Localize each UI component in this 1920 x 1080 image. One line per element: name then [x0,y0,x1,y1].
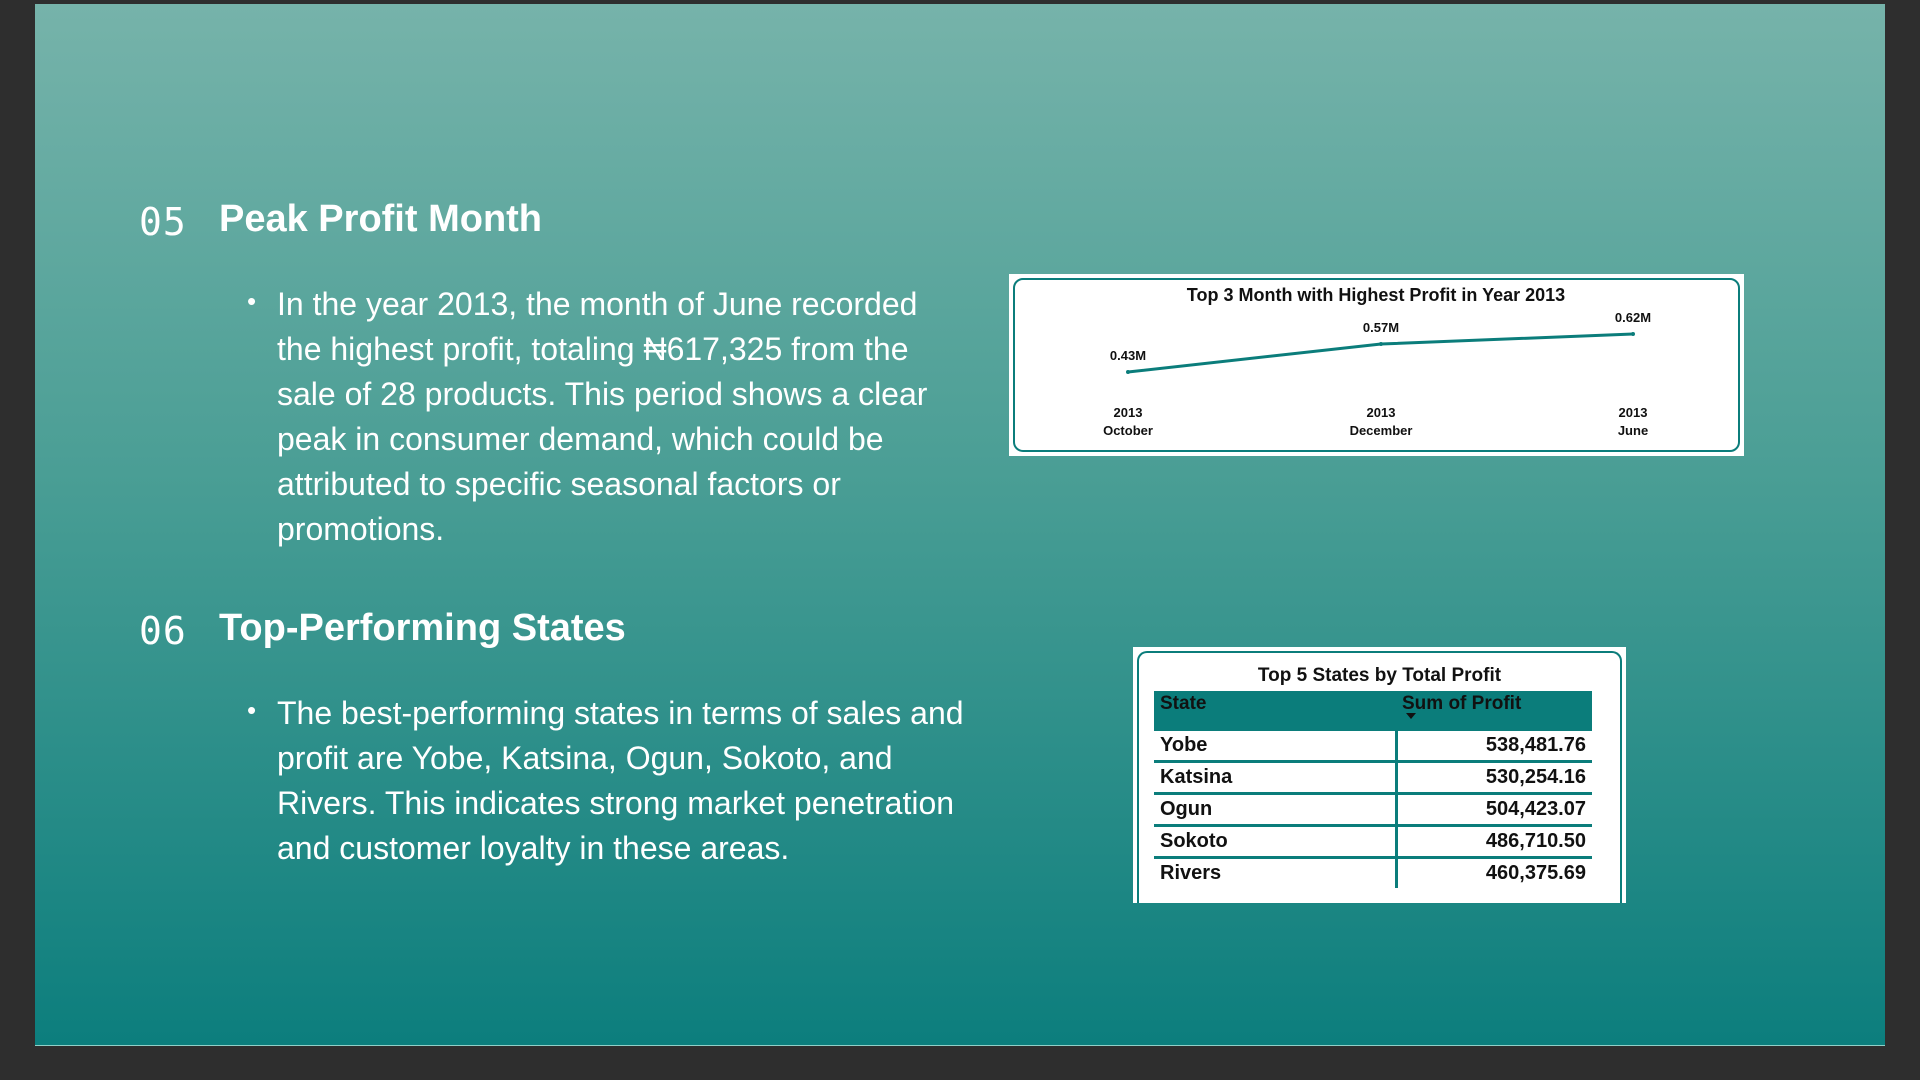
table-row[interactable]: Yobe 538,481.76 [1154,730,1592,763]
x-tick-label: June [1618,423,1648,438]
section-bullet-text: In the year 2013, the month of June reco… [277,282,1037,552]
bullet-line: attributed to specific seasonal factors … [277,466,841,502]
slide: 05 Peak Profit Month • In the year 2013,… [35,4,1885,1045]
profit-line-chart[interactable]: Top 3 Month with Highest Profit in Year … [1009,274,1744,456]
slide-bottom-border [35,1045,1885,1046]
bullet-line: promotions. [277,511,445,547]
states-table: State Sum of Profit Yobe 538,481.76 Kats… [1154,691,1592,888]
table-row[interactable]: Rivers 460,375.69 [1154,857,1592,888]
table-title: Top 5 States by Total Profit [1257,665,1502,686]
bullet-line: sale of 28 products. This period shows a… [277,376,928,412]
profit-cell: 460,375.69 [1394,857,1592,888]
profit-cell: 538,481.76 [1394,730,1592,763]
state-cell: Ogun [1154,793,1396,827]
state-cell: Rivers [1160,862,1222,884]
section-bullet-text: The best-performing states in terms of s… [277,691,1077,871]
data-point[interactable] [1631,332,1635,336]
profit-cell: 530,254.16 [1394,761,1592,795]
bullet-line: profit are Yobe, Katsina, Ogun, Sokoto, … [277,740,893,776]
x-tick-label: 2013 [1114,405,1143,420]
data-point[interactable] [1126,370,1130,374]
data-label: 0.57M [1363,320,1399,335]
section-number: 05 [139,200,187,244]
state-cell: Sokoto [1154,825,1396,859]
data-label: 0.43M [1110,348,1146,363]
data-point[interactable] [1379,342,1383,346]
table-row[interactable]: Sokoto 486,710.50 [1154,825,1592,859]
state-cell: Yobe [1154,730,1396,763]
series-line[interactable] [1127,332,1634,374]
bullet-line: peak in consumer demand, which could be [277,421,884,457]
bullet-line: Rivers. This indicates strong market pen… [277,785,955,821]
section-number: 06 [139,609,187,653]
state-cell: Katsina [1154,761,1396,795]
x-tick-label: December [1350,423,1413,438]
x-tick-label: 2013 [1619,405,1648,420]
table-row[interactable]: Katsina 530,254.16 [1154,761,1592,795]
column-header-profit[interactable]: Sum of Profit [1396,691,1592,731]
column-header-state[interactable]: State [1154,691,1396,731]
profit-cell: 486,710.50 [1394,825,1592,859]
bullet-line: and customer loyalty in these areas. [277,830,790,866]
top-states-table-visual[interactable]: Top 5 States by Total Profit State Sum o… [1133,647,1626,903]
table-frame: Top 5 States by Total Profit State Sum o… [1137,651,1622,903]
bullet-line: the highest profit, totaling ₦617,325 fr… [277,331,909,367]
line-chart-frame: Top 3 Month with Highest Profit in Year … [1013,278,1740,452]
column-header-profit-label: Sum of Profit [1402,693,1522,714]
data-label: 0.62M [1615,310,1651,325]
x-tick-label: 2013 [1367,405,1396,420]
x-tick-label: October [1103,423,1153,438]
chart-title: Top 3 Month with Highest Profit in Year … [1187,285,1565,305]
bullet-line: The best-performing states in terms of s… [277,695,964,731]
profit-cell: 504,423.07 [1394,793,1592,827]
bullet-icon: • [247,695,257,725]
section-title: Peak Profit Month [219,198,543,240]
line-chart-svg: Top 3 Month with Highest Profit in Year … [1103,285,1651,438]
bullet-icon: • [247,286,257,316]
section-title: Top-Performing States [219,607,626,649]
bullet-line: In the year 2013, the month of June reco… [277,286,918,322]
table-row[interactable]: Ogun 504,423.07 [1154,793,1592,827]
table-header-row: State Sum of Profit [1154,691,1592,731]
sort-descending-icon[interactable] [1406,713,1416,719]
